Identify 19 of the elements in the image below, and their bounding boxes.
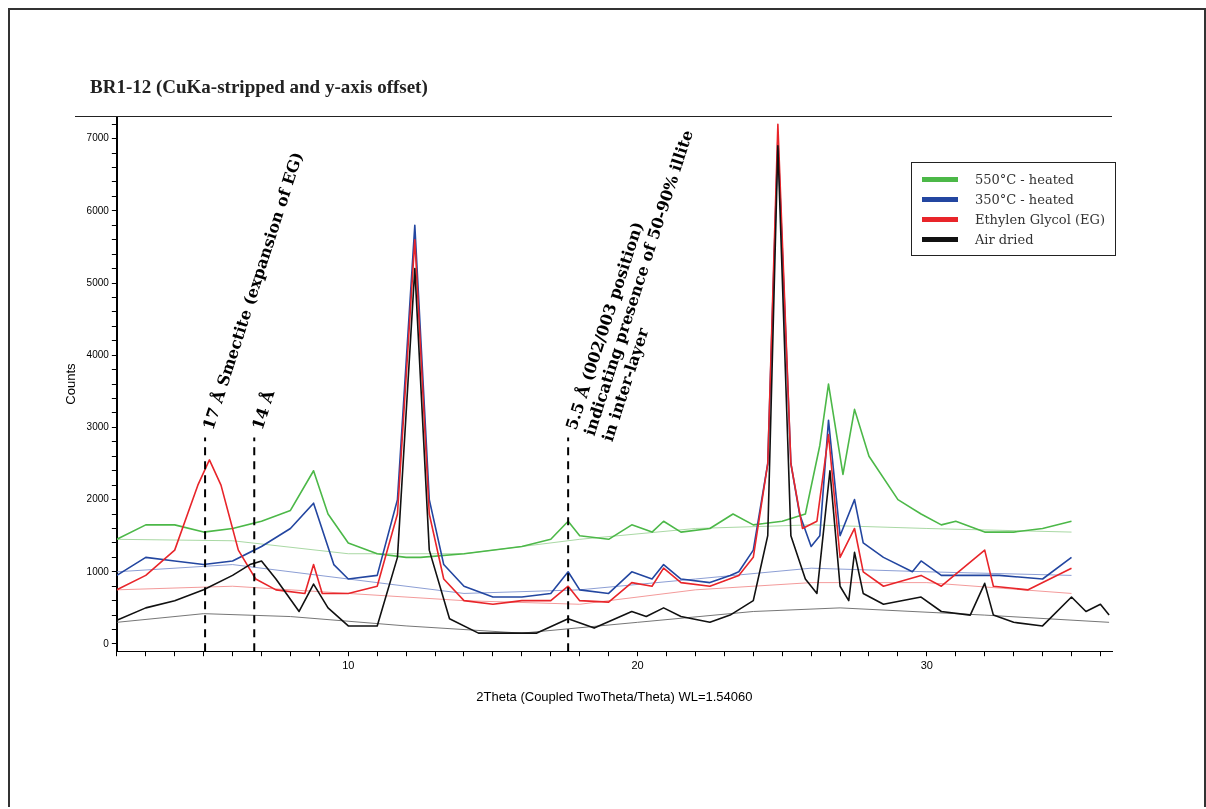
y-tick-label: 5000 [86,276,110,288]
ref-line-label: 14 Å [246,386,279,433]
y-tick-label: 2000 [86,493,110,505]
legend-label: 350°C - heated [974,191,1074,207]
chart-title: BR1-12 (CuKa-stripped and y-axis offset) [90,76,428,98]
y-tick-label: 3000 [86,421,110,433]
x-tick-label: 30 [920,658,933,671]
x-tick-label: 10 [342,658,355,671]
legend-label: Ethylen Glycol (EG) [974,211,1105,227]
y-axis-title: Counts [63,363,79,405]
x-tick-label: 20 [631,658,644,671]
y-tick-label: 4000 [86,348,110,360]
y-tick-label: 0 [103,637,110,649]
legend-label: Air dried [974,231,1034,247]
y-tick-label: 1000 [86,565,110,577]
y-tick-label: 7000 [86,132,110,144]
legend-label: 550°C - heated [974,171,1074,187]
x-axis-title: 2Theta (Coupled TwoTheta/Theta) WL=1.54060 [476,688,753,704]
y-tick-label: 6000 [86,204,110,216]
